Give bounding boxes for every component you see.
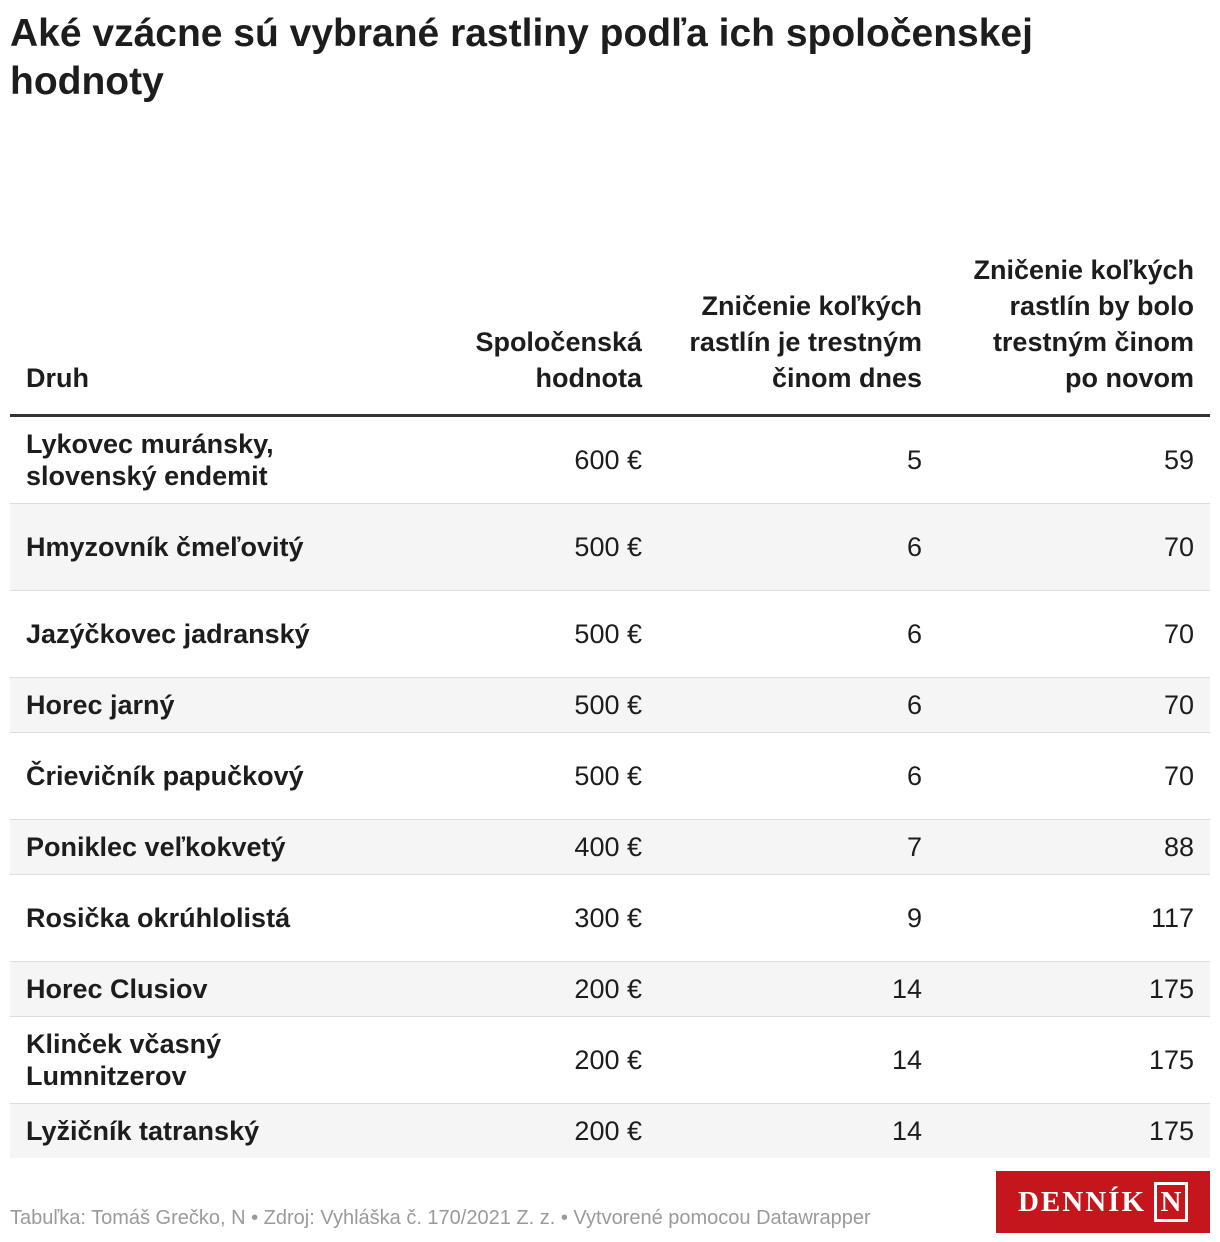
chart-title: Aké vzácne sú vybrané rastliny podľa ich…: [10, 12, 1033, 103]
column-header-druh[interactable]: Druh: [10, 150, 370, 417]
cell-druh: Horec Clusiov: [10, 961, 370, 1017]
logo-n-mark: N: [1154, 1182, 1188, 1222]
cell-spolocenska-hodnota: 200 €: [370, 1103, 658, 1158]
cell-druh: Črievičník papučkový: [10, 732, 370, 820]
cell-new: 70: [938, 503, 1210, 591]
cell-new: 59: [938, 415, 1210, 504]
table-row: Hmyzovník čmeľovitý 500 € 6 70: [10, 503, 1210, 591]
logo-wordmark: DENNÍK: [1017, 1185, 1146, 1218]
cell-spolocenska-hodnota: 500 €: [370, 732, 658, 820]
cell-new: 117: [938, 874, 1210, 962]
cell-today: 6: [658, 590, 938, 678]
column-header-today[interactable]: Zničenie koľkých rastlín je trestným čin…: [658, 150, 938, 417]
dennik-n-logo[interactable]: DENNÍK N: [996, 1171, 1210, 1233]
cell-spolocenska-hodnota: 600 €: [370, 415, 658, 504]
cell-druh: Hmyzovník čmeľovitý: [10, 503, 370, 591]
source-footer: Tabuľka: Tomáš Grečko, N • Zdroj: Vyhláš…: [10, 1207, 871, 1229]
cell-druh: Poniklec veľkokvetý: [10, 819, 370, 875]
cell-today: 6: [658, 503, 938, 591]
cell-spolocenska-hodnota: 300 €: [370, 874, 658, 962]
data-table-container: Druh Spoločenská hodnota Zničenie koľkýc…: [10, 150, 1210, 1158]
table-row: Lykovec muránsky, slovenský endemit 600 …: [10, 415, 1210, 504]
cell-today: 14: [658, 1103, 938, 1158]
cell-new: 88: [938, 819, 1210, 875]
column-header-new[interactable]: Zničenie koľkých rastlín by bolo trestný…: [938, 150, 1210, 417]
cell-spolocenska-hodnota: 500 €: [370, 590, 658, 678]
cell-druh: Lykovec muránsky, slovenský endemit: [10, 415, 370, 504]
header-row: Druh Spoločenská hodnota Zničenie koľkýc…: [10, 150, 1210, 417]
table-row: Horec Clusiov 200 € 14 175: [10, 961, 1210, 1017]
table-row: Poniklec veľkokvetý 400 € 7 88: [10, 819, 1210, 875]
cell-spolocenska-hodnota: 400 €: [370, 819, 658, 875]
cell-new: 70: [938, 590, 1210, 678]
cell-druh: Klinček včasný Lumnitzerov: [10, 1016, 370, 1104]
table-row: Jazýčkovec jadranský 500 € 6 70: [10, 590, 1210, 678]
table-row: Klinček včasný Lumnitzerov 200 € 14 175: [10, 1016, 1210, 1104]
cell-new: 175: [938, 1016, 1210, 1104]
cell-today: 7: [658, 819, 938, 875]
cell-druh: Jazýčkovec jadranský: [10, 590, 370, 678]
table-body: Lykovec muránsky, slovenský endemit 600 …: [10, 415, 1210, 1158]
cell-today: 14: [658, 1016, 938, 1104]
cell-spolocenska-hodnota: 200 €: [370, 961, 658, 1017]
table-row: Lyžičník tatranský 200 € 14 175: [10, 1103, 1210, 1158]
column-header-spolocenska-hodnota[interactable]: Spoločenská hodnota: [370, 150, 658, 417]
cell-new: 175: [938, 961, 1210, 1017]
cell-today: 14: [658, 961, 938, 1017]
cell-spolocenska-hodnota: 500 €: [370, 677, 658, 733]
table-row: Horec jarný 500 € 6 70: [10, 677, 1210, 733]
cell-today: 6: [658, 732, 938, 820]
cell-today: 6: [658, 677, 938, 733]
table-row: Rosička okrúhlolistá 300 € 9 117: [10, 874, 1210, 962]
cell-druh: Rosička okrúhlolistá: [10, 874, 370, 962]
data-table: Druh Spoločenská hodnota Zničenie koľkýc…: [10, 150, 1210, 1158]
cell-new: 175: [938, 1103, 1210, 1158]
cell-today: 9: [658, 874, 938, 962]
cell-spolocenska-hodnota: 500 €: [370, 503, 658, 591]
table-row: Črievičník papučkový 500 € 6 70: [10, 732, 1210, 820]
cell-druh: Lyžičník tatranský: [10, 1103, 370, 1158]
cell-new: 70: [938, 732, 1210, 820]
cell-new: 70: [938, 677, 1210, 733]
cell-today: 5: [658, 415, 938, 504]
cell-spolocenska-hodnota: 200 €: [370, 1016, 658, 1104]
cell-druh: Horec jarný: [10, 677, 370, 733]
table-header: Druh Spoločenská hodnota Zničenie koľkýc…: [10, 150, 1210, 417]
